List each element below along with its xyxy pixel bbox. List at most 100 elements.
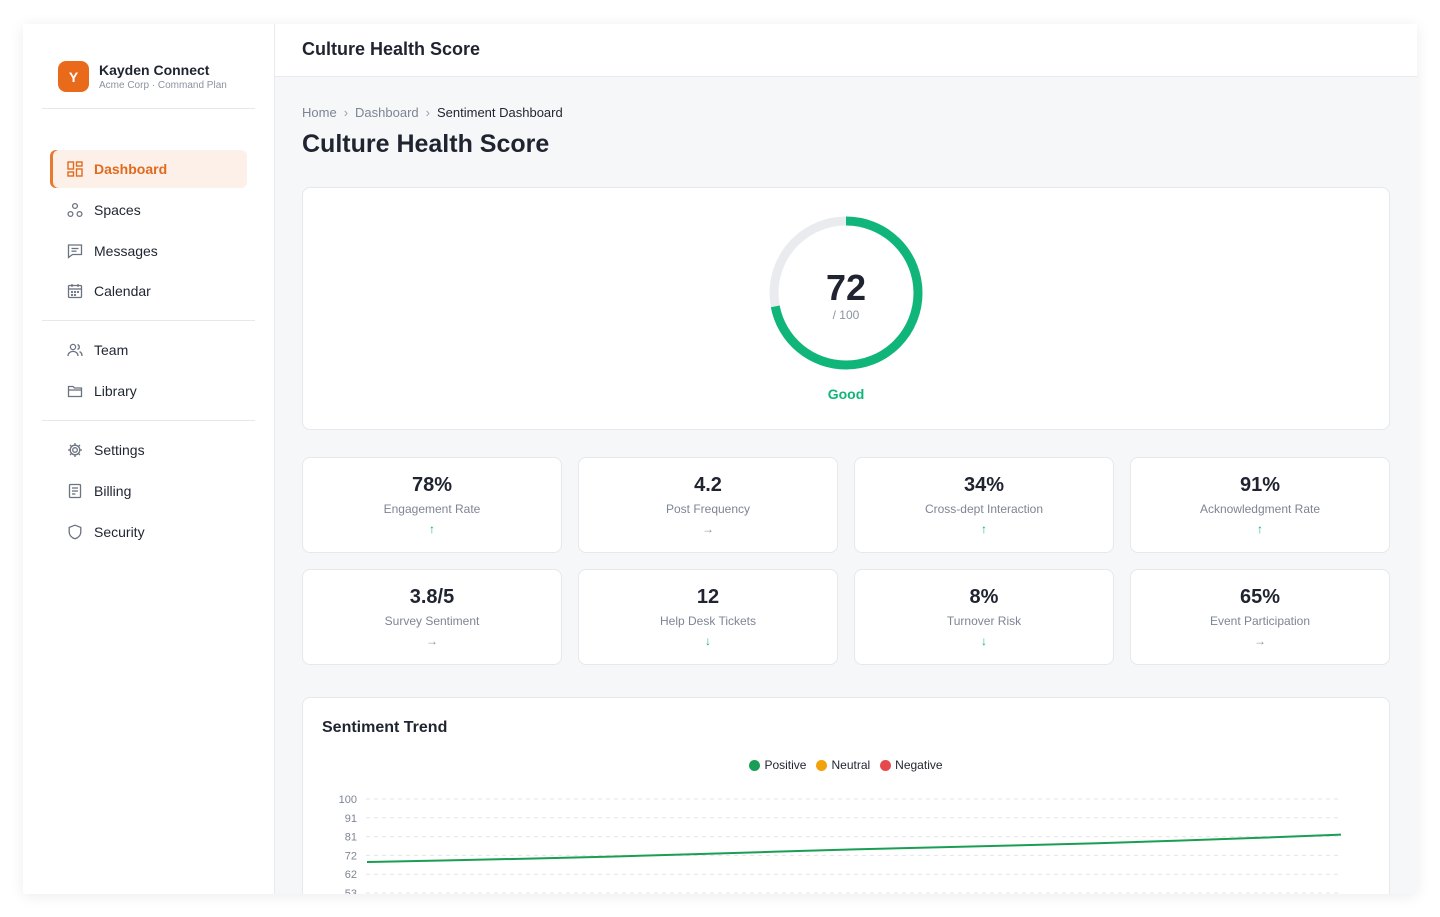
metric-label: Turnover Risk	[946, 614, 1022, 628]
sidebar: Y Kayden Connect Acme Corp · Command Pla…	[23, 24, 275, 894]
metric-label: Survey Sentiment	[384, 614, 480, 628]
series-line-positive	[366, 833, 1342, 863]
sidebar-item-spaces[interactable]: Spaces	[50, 191, 247, 229]
brand-name: Kayden Connect	[99, 62, 210, 78]
metric-label: Engagement Rate	[383, 502, 481, 516]
sentiment-line-chart: 100 91 81 72 62 53	[339, 794, 1342, 894]
metric-card: 3.8/5 Survey Sentiment →	[302, 569, 562, 665]
metric-value: 34%	[963, 474, 1005, 496]
gauge-arc	[769, 216, 923, 370]
metric-card: 4.2 Post Frequency →	[578, 457, 838, 553]
trend-arrow-icon: ↑	[429, 522, 435, 536]
metric-value: 65%	[1239, 586, 1281, 608]
y-tick-label: 72	[345, 850, 357, 862]
breadcrumb-dashboard[interactable]: Dashboard	[355, 105, 419, 120]
legend-dot	[816, 759, 828, 771]
metric-card: 65% Event Participation →	[1130, 569, 1390, 665]
metric-value: 12	[696, 586, 720, 608]
sidebar-item-team[interactable]: Team	[50, 331, 247, 369]
shield-icon	[66, 523, 84, 541]
legend-label: Negative	[895, 758, 943, 772]
sidebar-item-label: Calendar	[94, 283, 151, 299]
chart-title: Sentiment Trend	[322, 719, 448, 736]
chart-legend: Positive Neutral Negative	[303, 758, 1389, 772]
receipt-icon	[66, 482, 84, 500]
metric-value: 8%	[969, 586, 999, 608]
metric-value: 3.8/5	[409, 586, 455, 608]
sidebar-item-messages[interactable]: Messages	[50, 232, 247, 270]
trend-arrow-icon: →	[426, 634, 438, 648]
sidebar-item-billing[interactable]: Billing	[50, 472, 247, 510]
sidebar-item-label: Spaces	[94, 202, 141, 218]
dashboard-icon	[66, 160, 84, 178]
metric-value: 4.2	[694, 474, 722, 496]
chevron-right-icon: ›	[343, 105, 349, 120]
metric-label: Cross-dept Interaction	[924, 502, 1044, 516]
brand: Y Kayden Connect Acme Corp · Command Pla…	[58, 61, 227, 92]
trend-arrow-icon: ↑	[1257, 522, 1263, 536]
metric-label: Acknowledgment Rate	[1199, 502, 1321, 516]
sidebar-item-label: Billing	[94, 483, 132, 499]
team-icon	[66, 341, 84, 359]
app-window: Y Kayden Connect Acme Corp · Command Pla…	[23, 24, 1417, 894]
score-max: / 100	[832, 308, 860, 322]
metric-label: Event Participation	[1209, 614, 1311, 628]
metric-card: 91% Acknowledgment Rate ↑	[1130, 457, 1390, 553]
brand-logo: Y	[58, 61, 89, 92]
legend-item-neutral[interactable]: Neutral	[816, 758, 870, 772]
sidebar-item-label: Dashboard	[94, 161, 168, 177]
legend-label: Positive	[764, 758, 807, 772]
messages-icon	[66, 242, 84, 260]
score-label: Good	[827, 386, 865, 402]
top-bar-title: Culture Health Score	[302, 39, 481, 59]
score-gauge	[769, 216, 923, 370]
y-tick-label: 62	[345, 869, 357, 881]
metric-label: Help Desk Tickets	[659, 614, 757, 628]
sidebar-item-label: Team	[94, 342, 129, 358]
y-tick-label: 91	[345, 813, 357, 825]
spaces-icon	[66, 201, 84, 219]
sidebar-item-calendar[interactable]: Calendar	[50, 272, 247, 310]
metric-value: 91%	[1239, 474, 1281, 496]
sidebar-item-settings[interactable]: Settings	[50, 431, 247, 469]
brand-subtitle: Acme Corp · Command Plan	[99, 80, 227, 91]
metric-value: 78%	[411, 474, 453, 496]
metric-card: 78% Engagement Rate ↑	[302, 457, 562, 553]
trend-arrow-icon: →	[1254, 634, 1266, 648]
metric-card: 8% Turnover Risk ↓	[854, 569, 1114, 665]
trend-arrow-icon: →	[702, 522, 714, 536]
gear-icon	[66, 441, 84, 459]
y-tick-label: 53	[345, 888, 357, 894]
sidebar-item-label: Messages	[94, 243, 158, 259]
sidebar-divider	[42, 320, 255, 321]
legend-label: Neutral	[831, 758, 871, 772]
metric-card: 12 Help Desk Tickets ↓	[578, 569, 838, 665]
sidebar-item-label: Settings	[94, 442, 145, 458]
sidebar-divider	[42, 420, 255, 421]
culture-score-card: 72 / 100 Good	[302, 187, 1390, 430]
metric-label: Post Frequency	[665, 502, 751, 516]
trend-arrow-icon: ↓	[705, 634, 711, 648]
breadcrumb: Home › Dashboard › Sentiment Dashboard	[302, 105, 563, 120]
top-bar: Culture Health Score	[275, 24, 1417, 77]
legend-item-negative[interactable]: Negative	[880, 758, 943, 772]
trend-arrow-icon: ↑	[981, 522, 987, 536]
score-value: 72	[825, 267, 867, 308]
calendar-icon	[66, 282, 84, 300]
page-title: Culture Health Score	[302, 130, 550, 158]
breadcrumb-home[interactable]: Home	[302, 105, 337, 120]
legend-item-positive[interactable]: Positive	[749, 758, 806, 772]
sidebar-divider	[42, 108, 255, 109]
sentiment-trend-card: Sentiment Trend Positive Neutral Negativ…	[302, 697, 1390, 894]
breadcrumb-current: Sentiment Dashboard	[436, 105, 563, 120]
folder-icon	[66, 382, 84, 400]
sidebar-item-security[interactable]: Security	[50, 513, 247, 551]
metric-card: 34% Cross-dept Interaction ↑	[854, 457, 1114, 553]
sidebar-item-dashboard[interactable]: Dashboard	[50, 150, 247, 188]
y-tick-label: 100	[339, 794, 357, 806]
legend-dot	[880, 759, 892, 771]
sidebar-item-label: Library	[94, 383, 137, 399]
sidebar-item-label: Security	[94, 524, 145, 540]
legend-dot	[749, 759, 761, 771]
sidebar-item-library[interactable]: Library	[50, 372, 247, 410]
